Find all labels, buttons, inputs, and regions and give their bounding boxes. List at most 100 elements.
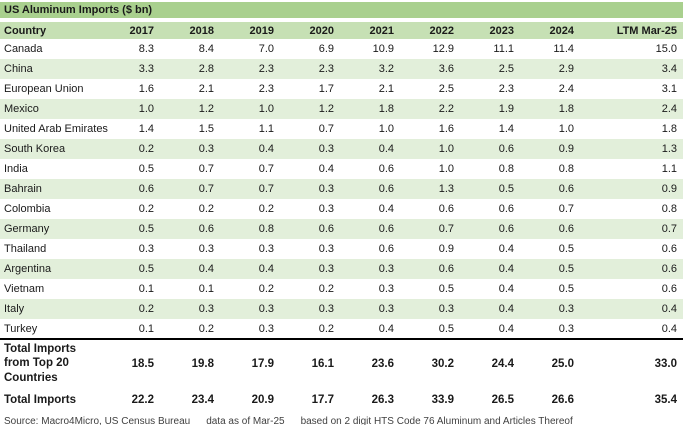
- value-cell: 2.8: [198, 63, 214, 75]
- table-header-row: Country 2017 2018 2019 2020 2021 2022 2023 2024 L…: [0, 22, 683, 39]
- value-cell: 0.3: [138, 243, 154, 255]
- value-cell: 0.1: [138, 322, 154, 335]
- total-value-cell: 16.1: [311, 357, 334, 370]
- value-cell: 0.2: [318, 322, 334, 335]
- value-cell: 1.0: [438, 163, 454, 175]
- value-cell: 1.7: [318, 83, 334, 95]
- value-cell: 0.5: [558, 263, 574, 275]
- total-value-cell: 18.5: [131, 357, 154, 370]
- value-cell: 0.6: [661, 263, 677, 275]
- value-cell: 0.4: [378, 322, 394, 335]
- value-cell: 0.3: [198, 303, 214, 315]
- total-top20-row: Total Imports from Top 20 Countries 18.5 1…: [0, 339, 683, 387]
- value-cell: 0.5: [438, 283, 454, 295]
- as-of-text: data as of Mar-25: [206, 416, 285, 425]
- country-cell: China: [4, 63, 33, 75]
- value-cell: 0.5: [138, 223, 154, 235]
- value-cell: 0.3: [318, 143, 334, 155]
- value-cell: 0.4: [661, 303, 677, 315]
- value-cell: 0.6: [498, 223, 514, 235]
- value-cell: 1.0: [558, 123, 574, 135]
- total-value-cell: 33.9: [431, 393, 454, 406]
- table-row: Argentina 0.5 0.4 0.4 0.3 0.3 0.6 0.4 0.5 0.6: [0, 259, 683, 279]
- value-cell: 0.7: [438, 223, 454, 235]
- value-cell: 0.6: [438, 263, 454, 275]
- country-cell: Italy: [4, 303, 25, 315]
- table-title: US Aluminum Imports ($ bn): [0, 2, 683, 18]
- value-cell: 0.4: [498, 322, 514, 335]
- value-cell: 2.3: [498, 83, 514, 95]
- value-cell: 0.6: [498, 143, 514, 155]
- value-cell: 0.2: [198, 203, 214, 215]
- table-row: Thailand 0.3 0.3 0.3 0.3 0.6 0.9 0.4 0.5 0.6: [0, 239, 683, 259]
- value-cell: 0.5: [138, 263, 154, 275]
- value-cell: 3.3: [138, 63, 154, 75]
- value-cell: 1.6: [438, 123, 454, 135]
- total-value-cell: 22.2: [131, 393, 154, 406]
- value-cell: 1.0: [138, 103, 154, 115]
- total-value-cell: 35.4: [654, 393, 677, 406]
- value-cell: 0.3: [198, 143, 214, 155]
- value-cell: 2.3: [318, 63, 334, 75]
- country-cell: Vietnam: [4, 283, 45, 295]
- value-cell: 0.4: [258, 263, 274, 275]
- value-cell: 6.9: [318, 43, 334, 55]
- value-cell: 0.3: [198, 243, 214, 255]
- table-row: Turkey 0.1 0.2 0.3 0.2 0.4 0.5 0.4 0.3 0.4: [0, 319, 683, 339]
- total-value-cell: 26.3: [371, 393, 394, 406]
- country-cell: Colombia: [4, 203, 51, 215]
- value-cell: 2.9: [558, 63, 574, 75]
- value-cell: 1.9: [498, 103, 514, 115]
- value-cell: 0.9: [661, 183, 677, 195]
- total-value-cell: 17.7: [311, 393, 334, 406]
- value-cell: 2.1: [198, 83, 214, 95]
- value-cell: 0.3: [318, 183, 334, 195]
- value-cell: 0.5: [138, 163, 154, 175]
- value-cell: 0.5: [438, 322, 454, 335]
- value-cell: 0.9: [438, 243, 454, 255]
- value-cell: 0.3: [558, 322, 574, 335]
- total-value-cell: 23.6: [371, 357, 394, 370]
- value-cell: 2.4: [558, 83, 574, 95]
- value-cell: 0.4: [498, 303, 514, 315]
- value-cell: 0.6: [378, 163, 394, 175]
- total-value-cell: 17.9: [251, 357, 274, 370]
- value-cell: 1.3: [661, 143, 677, 155]
- value-cell: 0.6: [318, 223, 334, 235]
- value-cell: 0.3: [378, 263, 394, 275]
- value-cell: 1.4: [138, 123, 154, 135]
- value-cell: 0.4: [198, 263, 214, 275]
- value-cell: 1.2: [198, 103, 214, 115]
- total-value-cell: 24.4: [491, 357, 514, 370]
- table-row: Italy 0.2 0.3 0.3 0.3 0.3 0.3 0.4 0.3 0.4: [0, 299, 683, 319]
- value-cell: 10.9: [372, 43, 394, 55]
- column-header: 2021: [369, 24, 394, 37]
- value-cell: 0.4: [378, 203, 394, 215]
- value-cell: 0.7: [258, 183, 274, 195]
- value-cell: 0.3: [558, 303, 574, 315]
- value-cell: 0.4: [661, 322, 677, 335]
- value-cell: 3.6: [438, 63, 454, 75]
- value-cell: 1.8: [558, 103, 574, 115]
- value-cell: 2.4: [661, 103, 677, 115]
- total-value-cell: 19.8: [191, 357, 214, 370]
- value-cell: 0.6: [198, 223, 214, 235]
- value-cell: 0.3: [258, 322, 274, 335]
- column-header: LTM Mar-25: [616, 24, 677, 37]
- column-header: 2018: [189, 24, 214, 37]
- value-cell: 12.9: [432, 43, 454, 55]
- value-cell: 11.1: [493, 43, 514, 55]
- value-cell: 0.4: [378, 143, 394, 155]
- column-header: 2023: [489, 24, 514, 37]
- value-cell: 0.9: [558, 143, 574, 155]
- value-cell: 1.6: [138, 83, 154, 95]
- value-cell: 1.2: [318, 103, 334, 115]
- value-cell: 0.2: [258, 283, 274, 295]
- value-cell: 0.3: [258, 303, 274, 315]
- value-cell: 0.3: [438, 303, 454, 315]
- basis-text: based on 2 digit HTS Code 76 Aluminum an…: [300, 416, 573, 425]
- value-cell: 0.6: [661, 283, 677, 295]
- total-label-cell: Total Imports from Top 20 Countries: [4, 343, 76, 384]
- value-cell: 0.2: [318, 283, 334, 295]
- value-cell: 0.7: [258, 163, 274, 175]
